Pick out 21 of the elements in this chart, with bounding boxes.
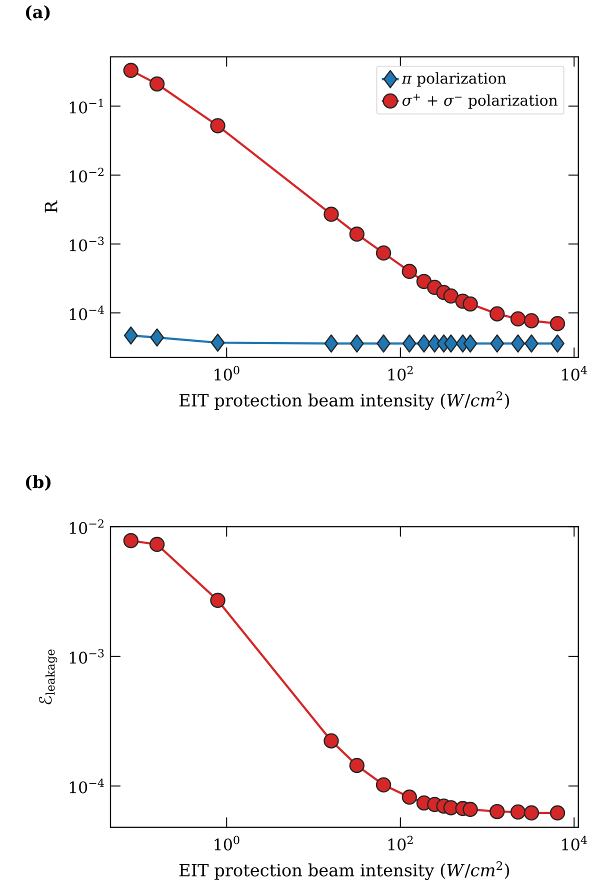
y-tick-label: 10$^{−2}$ <box>70 519 104 534</box>
y-tick-label: 10$^{−3}$ <box>70 648 104 664</box>
x-axis-title: EIT protection beam intensity (W/cm$^{2}$) <box>179 861 509 880</box>
x-tick-label: 10$^{2}$ <box>388 366 413 381</box>
y-tick-label: 10$^{−4}$ <box>70 778 104 794</box>
y-axis-title: ℰ$_{leakage}$ <box>38 649 58 704</box>
x-tick-label: 10$^{4}$ <box>562 836 587 850</box>
x-tick-label: 10$^{0}$ <box>214 366 240 381</box>
y-tick-label: 10$^{−2}$ <box>70 168 104 182</box>
y-tick-label: 10$^{−3}$ <box>70 236 104 252</box>
legend-label: σ$^{+}$ + σ$^{−}$ polarization <box>402 94 558 109</box>
x-tick-label: 10$^{0}$ <box>214 836 240 850</box>
y-tick-label: 10$^{−1}$ <box>70 98 103 114</box>
x-tick-label: 10$^{4}$ <box>562 366 587 381</box>
x-axis-title: EIT protection beam intensity (W/cm$^{2}$) <box>179 391 509 410</box>
chart-title: (a) <box>26 5 50 21</box>
y-tick-label: 10$^{−4}$ <box>70 306 104 320</box>
chart-title: (b) <box>26 475 50 491</box>
legend-label: π polarization <box>402 72 506 87</box>
x-tick-label: 10$^{2}$ <box>388 836 413 850</box>
y-axis-title: R <box>44 200 58 213</box>
